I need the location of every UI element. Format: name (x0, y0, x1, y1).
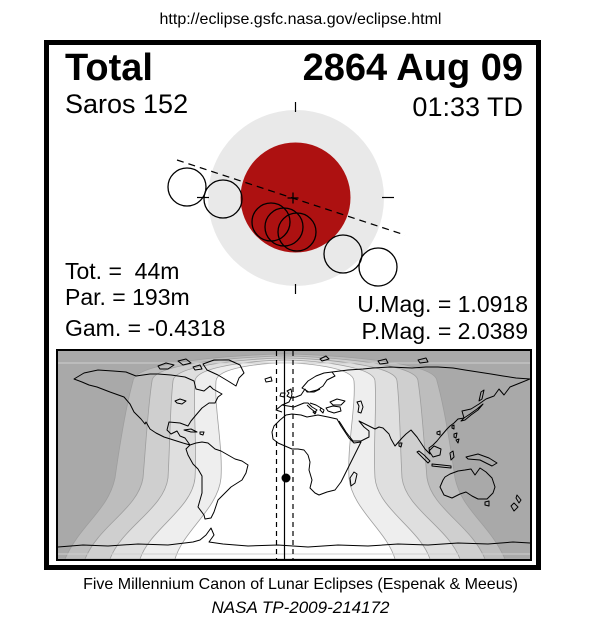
caption-reference: NASA TP-2009-214172 (211, 598, 390, 617)
moon-u4 (323, 234, 363, 274)
eclipse-figure: Total Saros 152 2864 Aug 09 01:33 TD (44, 40, 541, 570)
moon-u1 (203, 179, 243, 219)
stat-gamma: Gam. = -0.4318 (65, 315, 226, 341)
stat-penumbral-magnitude: P.Mag. = 2.0389 (361, 318, 528, 344)
map-polar-limit-lines (58, 362, 530, 555)
region-scandinavia (301, 371, 336, 393)
stat-umbral-magnitude: U.Mag. = 1.0918 (357, 291, 528, 317)
caption-source: Five Millennium Canon of Lunar Eclipses … (83, 576, 518, 593)
continent-south-america (185, 441, 249, 520)
continent-asia-north (331, 366, 530, 380)
sea-black-sea (329, 398, 346, 406)
continent-australia (439, 467, 496, 500)
source-url: http://eclipse.gsfc.nasa.gov/eclipse.htm… (159, 11, 442, 28)
islands-caribbean (183, 428, 205, 436)
greatest-eclipse-point (281, 473, 291, 483)
map-continents (58, 355, 530, 548)
eclipse-date: 2864 Aug 09 (302, 47, 523, 89)
islands-japan (460, 389, 485, 422)
moon-contact-circles (167, 167, 398, 287)
continent-africa (271, 413, 362, 496)
continent-antarctica (58, 527, 530, 548)
continent-north-america (73, 369, 223, 446)
sea-caspian (356, 400, 364, 414)
region-south-europe (281, 402, 342, 415)
islands-indonesia (416, 445, 498, 469)
continent-asia-coast (338, 378, 530, 455)
ecliptic-line (176, 159, 406, 236)
map-meridian-lines (275, 351, 294, 559)
stat-totality-duration: Tot. = 44m (65, 258, 180, 284)
island-greenland (202, 359, 245, 387)
lakes-great-lakes (174, 398, 187, 405)
saros-number: Saros 152 (65, 89, 189, 119)
visibility-map (56, 349, 532, 561)
moon-u3 (277, 212, 317, 252)
islands-tasmania-nz (484, 494, 522, 512)
eclipse-type: Total (65, 47, 153, 89)
islands-east-asia (398, 424, 460, 448)
islands-arctic (157, 355, 429, 371)
cardinal-ticks (197, 102, 394, 294)
stat-partial-duration: Par. = 193m (65, 284, 190, 310)
shadow-diagram (167, 102, 406, 294)
island-madagascar (349, 471, 358, 487)
moon-p1 (167, 167, 207, 207)
moon-p4 (358, 247, 398, 287)
eclipse-time: 01:33 TD (412, 92, 523, 122)
